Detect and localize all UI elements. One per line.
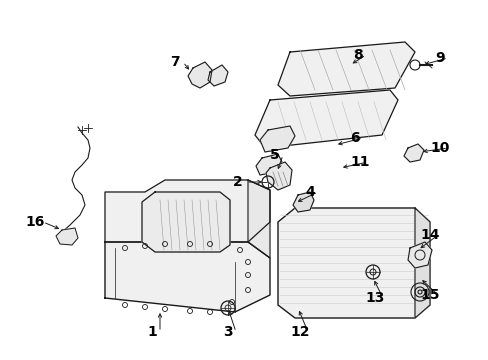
Polygon shape — [260, 126, 294, 152]
Polygon shape — [105, 242, 269, 312]
Polygon shape — [414, 208, 429, 318]
Polygon shape — [278, 208, 429, 318]
Polygon shape — [105, 180, 269, 242]
Text: 5: 5 — [269, 148, 279, 162]
Text: 12: 12 — [290, 325, 309, 339]
Text: 1: 1 — [147, 325, 157, 339]
Text: 7: 7 — [170, 55, 180, 69]
Polygon shape — [142, 192, 229, 252]
Text: 15: 15 — [419, 288, 439, 302]
Text: 13: 13 — [365, 291, 384, 305]
Text: 2: 2 — [233, 175, 243, 189]
Text: 16: 16 — [25, 215, 44, 229]
Text: 10: 10 — [429, 141, 449, 155]
Polygon shape — [265, 162, 291, 190]
Polygon shape — [207, 65, 227, 86]
Polygon shape — [56, 228, 78, 245]
Text: 4: 4 — [305, 185, 314, 199]
Text: 14: 14 — [419, 228, 439, 242]
Text: 9: 9 — [434, 51, 444, 65]
Polygon shape — [247, 180, 269, 258]
Text: 8: 8 — [352, 48, 362, 62]
Polygon shape — [256, 154, 282, 175]
Text: 6: 6 — [349, 131, 359, 145]
Polygon shape — [403, 144, 423, 162]
Polygon shape — [292, 192, 313, 212]
Polygon shape — [254, 90, 397, 148]
Text: 3: 3 — [223, 325, 232, 339]
Polygon shape — [407, 242, 431, 268]
Polygon shape — [187, 62, 212, 88]
Text: 11: 11 — [349, 155, 369, 169]
Polygon shape — [278, 42, 414, 96]
